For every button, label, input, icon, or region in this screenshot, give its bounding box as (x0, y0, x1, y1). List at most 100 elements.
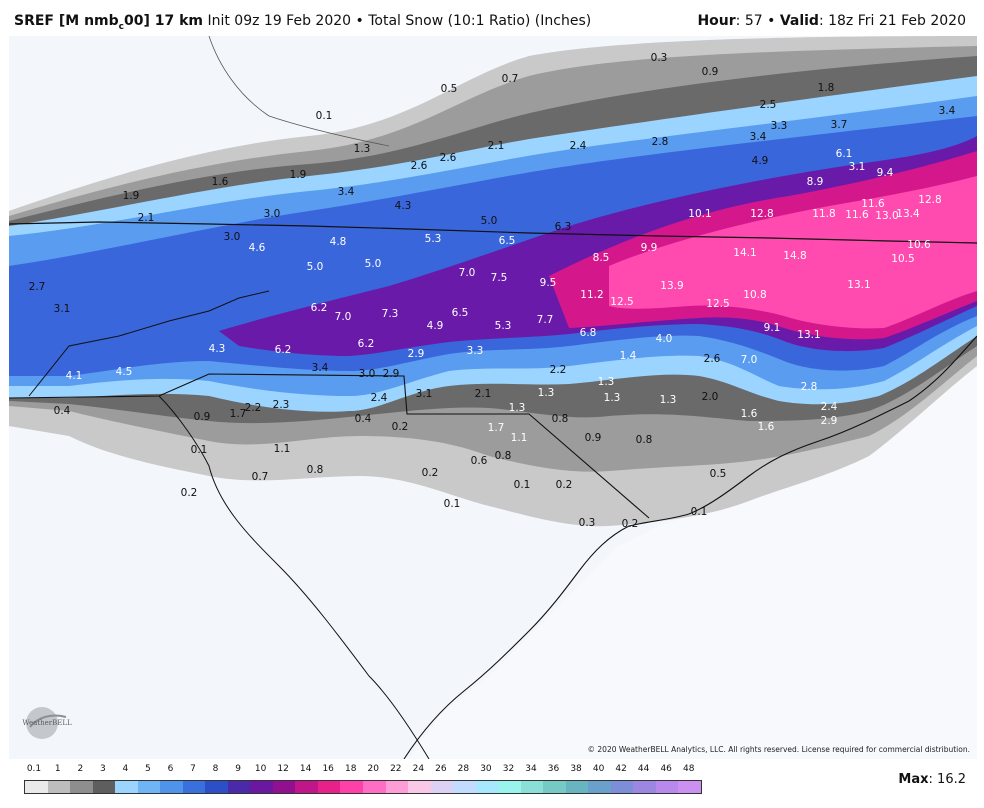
model-name: SREF [M nmb (14, 13, 119, 29)
snowfall-value-label: 6.1 (836, 148, 853, 160)
snowfall-value-label: 1.1 (274, 443, 291, 455)
legend-swatch (250, 781, 273, 793)
snowfall-value-label: 2.2 (245, 402, 262, 414)
legend-tick-label: 40 (592, 764, 605, 774)
legend-swatch (385, 781, 409, 793)
snowfall-value-label: 1.9 (290, 169, 307, 181)
snowfall-value-label: 1.3 (604, 392, 621, 404)
snowfall-value-label: 3.4 (338, 186, 355, 198)
snowfall-value-label: 0.9 (702, 66, 719, 78)
snowfall-value-label: 7.0 (459, 267, 476, 279)
legend-swatch (362, 781, 386, 793)
legend-tick-label: 32 (502, 764, 515, 774)
snowfall-value-label: 2.1 (488, 140, 505, 152)
legend-swatch (205, 781, 228, 793)
snowfall-value-label: 3.1 (54, 303, 71, 315)
snowfall-value-label: 3.0 (264, 208, 281, 220)
snowfall-value-label: 2.8 (801, 381, 818, 393)
legend-swatch (160, 781, 183, 793)
snowfall-value-label: 7.0 (335, 311, 352, 323)
snowfall-map[interactable]: 0.1 0.5 0.7 0.3 0.9 1.8 2.5 3.4 3.3 3.7 3.4 2.8 2.4 2… (9, 36, 977, 759)
max-label-text: Max (898, 772, 929, 787)
snowfall-value-label: 10.1 (688, 208, 711, 220)
snowfall-value-label: 5.0 (481, 215, 498, 227)
legend-tick-label: 38 (570, 764, 582, 774)
atlantic-coastline (403, 335, 977, 759)
snowfall-value-label: 2.1 (475, 388, 492, 400)
snowfall-legend: 0.1 1 2 3 4 5 6 7 8 9 10 12 14 16 18 20 22 24 26 28 30 32 34 36… (24, 764, 704, 804)
model-name-suffix: 00] 17 km (124, 13, 204, 29)
legend-swatch (317, 781, 341, 793)
hour-value: : 57 (735, 13, 763, 29)
snowfall-value-label: 1.6 (212, 176, 229, 188)
snow-band-twelve-inch (609, 176, 977, 329)
legend-tick-label: 20 (367, 764, 379, 774)
legend-tick-label: 46 (660, 764, 672, 774)
legend-swatch (453, 781, 476, 793)
model-subscript: c (118, 21, 124, 32)
snowfall-value-label: 3.4 (750, 131, 767, 143)
snowfall-value-label: 11.6 (861, 198, 885, 210)
snowfall-value-label: 13.9 (660, 280, 683, 292)
snowfall-value-label: 0.5 (441, 83, 458, 95)
legend-swatch (25, 781, 48, 793)
snowfall-value-label: 10.5 (891, 253, 914, 265)
snowfall-value-label: 11.2 (580, 289, 603, 301)
snowfall-value-label: 0.3 (651, 52, 668, 64)
legend-swatch (543, 781, 566, 793)
snowfall-value-label: 1.3 (660, 394, 677, 406)
snowfall-value-label: 8.5 (593, 252, 610, 264)
snowfall-value-label: 4.1 (66, 370, 83, 382)
snowfall-value-label: 2.6 (411, 160, 428, 172)
snowfall-value-label: 0.1 (691, 506, 708, 518)
snowfall-value-label: 12.5 (706, 298, 729, 310)
snowfall-value-label: 13.1 (797, 329, 820, 341)
snowfall-value-label: 1.1 (511, 432, 528, 444)
max-value-label: Max: 16.2 (898, 772, 966, 787)
legend-swatch (115, 781, 138, 793)
snowfall-value-label: 5.0 (365, 258, 382, 270)
snowfall-value-label: 1.7 (230, 408, 247, 420)
legend-tick-label: 6 (167, 764, 174, 774)
legend-swatch (655, 781, 679, 793)
snowfall-value-label: 1.6 (758, 421, 775, 433)
snowfall-value-label: 9.1 (764, 322, 781, 334)
snowfall-value-label: 4.9 (427, 320, 444, 332)
snowfall-value-label: 1.8 (818, 82, 835, 94)
legend-swatch (430, 781, 454, 793)
legend-tick-label: 14 (299, 764, 312, 774)
snowfall-value-label: 0.4 (54, 405, 71, 417)
sc-ga-border (158, 395, 430, 759)
snowfall-value-label: 2.3 (273, 399, 290, 411)
snowfall-value-label: 1.3 (354, 143, 371, 155)
snowfall-value-label: 6.2 (275, 344, 292, 356)
title-bullet: • (355, 13, 364, 29)
snowfall-value-label: 6.2 (311, 302, 328, 314)
map-title: SREF [M nmbc00] 17 km Init 09z 19 Feb 20… (14, 13, 591, 32)
snowfall-value-label: 0.3 (579, 517, 596, 529)
legend-swatch (92, 781, 116, 793)
tn-nc-border (28, 290, 270, 397)
snowfall-value-label: 4.9 (752, 155, 769, 167)
logo-text: WeatherBELL (22, 719, 72, 727)
snowfall-value-label: 12.5 (610, 296, 633, 308)
snowfall-value-label: 4.5 (116, 366, 133, 378)
valid-bullet: • (767, 13, 776, 29)
snowfall-value-label: 0.9 (585, 432, 602, 444)
snowfall-value-label: 14.8 (783, 250, 806, 262)
snowfall-value-label: 8.9 (807, 176, 824, 188)
legend-swatch (520, 781, 544, 793)
snowfall-value-label: 10.6 (907, 239, 931, 251)
snowfall-value-label: 0.2 (422, 467, 439, 479)
snowfall-value-label: 2.8 (652, 136, 669, 148)
legend-tick-label: 18 (344, 764, 357, 774)
snowfall-value-label: 0.7 (502, 73, 519, 85)
legend-tick-label: 24 (412, 764, 425, 774)
snowfall-value-label: 0.1 (514, 479, 531, 491)
snowfall-value-label: 4.6 (249, 242, 266, 254)
legend-swatch (182, 781, 206, 793)
snowfall-value-label: 13.1 (847, 279, 870, 291)
snowfall-value-label: 9.4 (877, 167, 894, 179)
snowfall-value-label: 7.5 (491, 272, 508, 284)
snowfall-value-label: 2.6 (440, 152, 457, 164)
